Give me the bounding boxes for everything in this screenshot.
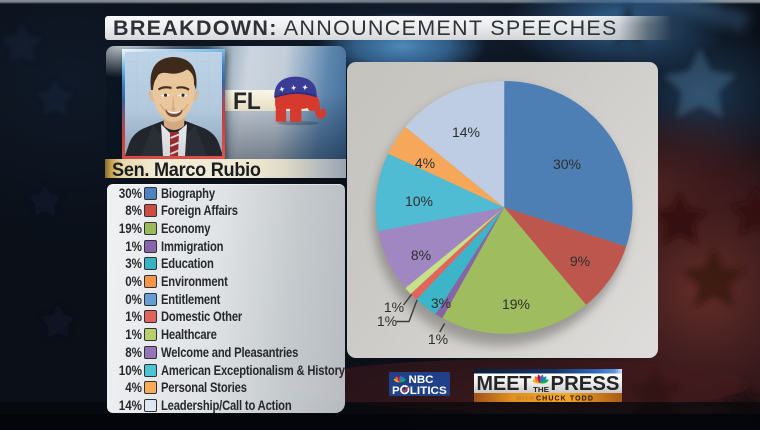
svg-text:THE: THE (533, 385, 549, 394)
svg-text:3%: 3% (431, 295, 451, 311)
svg-text:4%: 4% (415, 155, 435, 171)
svg-text:1%: 1% (428, 331, 448, 347)
svg-text:1%: 1% (384, 299, 404, 315)
svg-text:9%: 9% (570, 253, 590, 269)
svg-text:19%: 19% (502, 296, 530, 312)
svg-text:14%: 14% (452, 124, 480, 140)
svg-text:10%: 10% (405, 193, 433, 209)
svg-text:8%: 8% (411, 247, 431, 263)
svg-text:CHUCK TODD: CHUCK TODD (536, 395, 594, 402)
svg-text:30%: 30% (553, 156, 581, 172)
svg-text:WITH: WITH (516, 396, 535, 402)
svg-text:MEET: MEET (477, 373, 532, 395)
svg-text:LITICS: LITICS (410, 385, 447, 396)
svg-text:P: P (392, 385, 400, 396)
svg-text:NBC: NBC (409, 374, 434, 386)
svg-text:PRESS: PRESS (551, 373, 620, 395)
svg-text:1%: 1% (377, 313, 397, 329)
